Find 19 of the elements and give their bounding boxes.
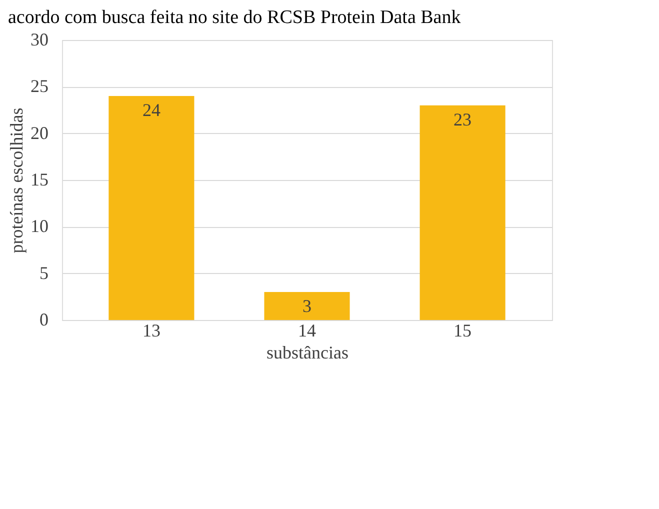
data-label: 3 [302, 296, 312, 316]
y-tick-label: 25 [30, 76, 48, 96]
text: acordo com busca feita no site do RCSB Protein Data Bank [8, 7, 462, 28]
y-tick-label: 20 [30, 122, 48, 143]
y-tick-label: 0 [40, 310, 48, 330]
x-axis-title: substâncias [266, 342, 348, 362]
y-tick-label: 15 [30, 170, 48, 190]
y-tick-label: 5 [40, 262, 48, 283]
x-tick-label: 13 [142, 320, 160, 340]
bar [108, 96, 194, 320]
bar [264, 292, 350, 320]
data-label: 24 [142, 100, 160, 120]
y-tick-label: 30 [30, 30, 48, 50]
x-tick-label: 14 [298, 320, 316, 340]
y-axis-title: proteínas escolhidas [6, 108, 26, 254]
x-tick-label: 15 [454, 320, 472, 340]
data-label: 23 [454, 109, 472, 130]
y-tick-label: 10 [30, 216, 48, 236]
bar [420, 105, 506, 320]
